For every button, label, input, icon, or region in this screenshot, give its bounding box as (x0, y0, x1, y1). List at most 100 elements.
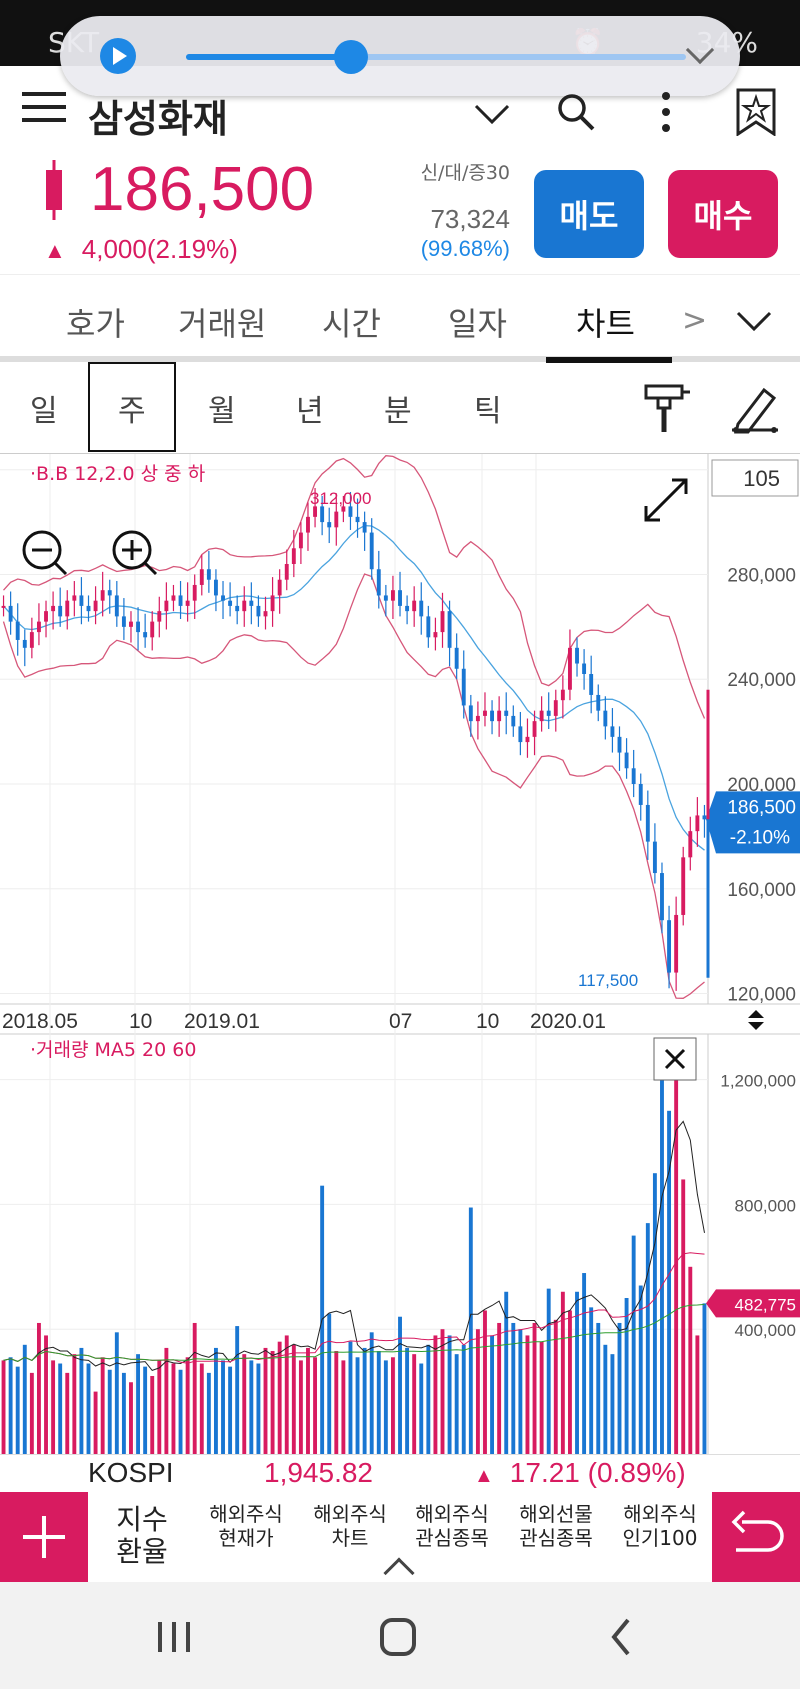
period-year[interactable]: 년 (296, 394, 324, 429)
tab-daily[interactable]: 일자 (448, 305, 507, 343)
candle-body (603, 710, 608, 727)
up-triangle-icon: ▲ (44, 238, 66, 263)
active-tab-indicator (546, 357, 672, 363)
chevron-down-icon[interactable] (736, 307, 772, 337)
candle-body (171, 595, 176, 601)
volume-bar (157, 1360, 162, 1454)
candle-body (412, 600, 417, 612)
volume-bar (79, 1347, 84, 1454)
drawing-tool-icon[interactable] (730, 382, 780, 434)
chart-settings-icon[interactable] (642, 382, 692, 434)
candle-body (15, 621, 20, 640)
volume-bar (164, 1347, 169, 1454)
volume-bar (107, 1369, 112, 1454)
candle-body (461, 668, 466, 706)
expand-icon[interactable] (644, 478, 688, 522)
period-day[interactable]: 일 (30, 394, 58, 429)
candle-body (213, 579, 218, 596)
candle-body (638, 784, 643, 805)
period-tick[interactable]: 틱 (474, 394, 502, 429)
candle-body (270, 595, 275, 612)
volume-bar (221, 1360, 225, 1454)
volume-bar (511, 1322, 516, 1454)
quote-panel: 186,500 ▲ 4,000(2.19%) 신/대/증30 73,324 (99… (0, 146, 800, 274)
volume-tick-label: 400,000 (735, 1321, 796, 1340)
period-minute[interactable]: 분 (384, 394, 412, 429)
candle-body (546, 710, 551, 716)
nav-overseas-watchlist[interactable]: 해외주식 관심종목 (402, 1502, 502, 1550)
bookmark-star-icon[interactable] (736, 88, 776, 136)
tab-orderbook[interactable]: 호가 (66, 305, 125, 343)
play-icon[interactable] (100, 38, 136, 74)
app-header: 삼성화재 (0, 66, 800, 146)
nav-index-fx[interactable]: 지수 환율 (100, 1504, 184, 1568)
more-icon[interactable] (656, 90, 676, 134)
nav-futures-watchlist[interactable]: 해외선물 관심종목 (506, 1502, 606, 1550)
candle-body (150, 621, 155, 638)
volume-bar (8, 1357, 13, 1454)
media-seek-handle[interactable] (334, 40, 368, 74)
candle-body (426, 616, 431, 638)
zoom-out-icon[interactable] (22, 530, 68, 576)
volume-ma60-line (3, 1303, 705, 1362)
volume-bar (355, 1357, 360, 1454)
bollinger-lower-line (2, 573, 705, 999)
candle-body (617, 736, 622, 753)
add-icon[interactable] (0, 1492, 88, 1582)
resize-handle-icon[interactable] (748, 1010, 764, 1030)
tab-time[interactable]: 시간 (322, 305, 381, 343)
collapse-icon[interactable] (685, 35, 715, 65)
candle-body (206, 569, 211, 580)
candle-body (660, 873, 664, 921)
bb-indicator-label: ·B.B 12,2.0 상 중 하 (30, 463, 205, 485)
chevron-down-icon[interactable] (474, 96, 510, 132)
candle-body (539, 710, 544, 722)
stock-title[interactable]: 삼성화재 (88, 97, 228, 141)
close-icon[interactable] (653, 1037, 697, 1081)
price-chart[interactable]: 320,000280,000240,000200,000160,000120,0… (0, 454, 800, 1454)
nav-overseas-top100[interactable]: 해외주식 인기100 (610, 1502, 710, 1550)
volume-bar (631, 1235, 636, 1454)
nav-overseas-chart[interactable]: 해외주식 차트 (300, 1502, 400, 1550)
buy-button[interactable]: 매수 (668, 170, 778, 258)
candle-body (114, 595, 119, 617)
candle-body (29, 632, 34, 648)
zoom-in-icon[interactable] (112, 530, 158, 576)
candle-body (306, 516, 310, 533)
tab-brokers[interactable]: 거래원 (178, 305, 267, 343)
candle-body (525, 736, 530, 743)
y-tick-label: 120,000 (727, 985, 796, 1006)
period-month[interactable]: 월 (208, 394, 236, 429)
volume-bar (440, 1329, 445, 1454)
menu-icon[interactable] (22, 92, 66, 124)
volume-bar (504, 1291, 509, 1454)
recent-apps-icon[interactable] (158, 1622, 190, 1652)
zoom-in-circle (112, 530, 152, 570)
nav-overseas-price[interactable]: 해외주식 현재가 (196, 1502, 296, 1550)
media-seekbar[interactable] (186, 40, 686, 74)
back-icon[interactable] (712, 1492, 800, 1582)
volume-bar (143, 1366, 148, 1454)
volume-bar (553, 1319, 558, 1454)
search-icon[interactable] (556, 92, 596, 132)
tab-scroll-right[interactable]: > (682, 303, 708, 338)
volume-bar (532, 1322, 537, 1454)
volume-bar (249, 1360, 254, 1454)
period-week[interactable]: 주 (118, 394, 146, 429)
home-icon[interactable] (380, 1618, 416, 1656)
candle-body (36, 621, 41, 633)
candle-body (674, 914, 679, 973)
zoom-out-handle (53, 561, 68, 576)
volume-bar (589, 1307, 594, 1454)
candle-body (8, 605, 13, 622)
max-price-label: 312,000 (310, 489, 371, 508)
x-tick-label: 10 (476, 1010, 499, 1033)
tab-chart[interactable]: 차트 (576, 305, 635, 343)
volume-bar (136, 1354, 141, 1454)
back-nav-icon[interactable] (611, 1618, 630, 1656)
sell-button[interactable]: 매도 (534, 170, 644, 258)
volume-bar (369, 1332, 374, 1454)
index-ticker[interactable]: KOSPI 1,945.82 ▲ 17.21 (0.89%) (0, 1454, 800, 1494)
candle-body (497, 710, 502, 722)
volume-bar (681, 1179, 686, 1454)
